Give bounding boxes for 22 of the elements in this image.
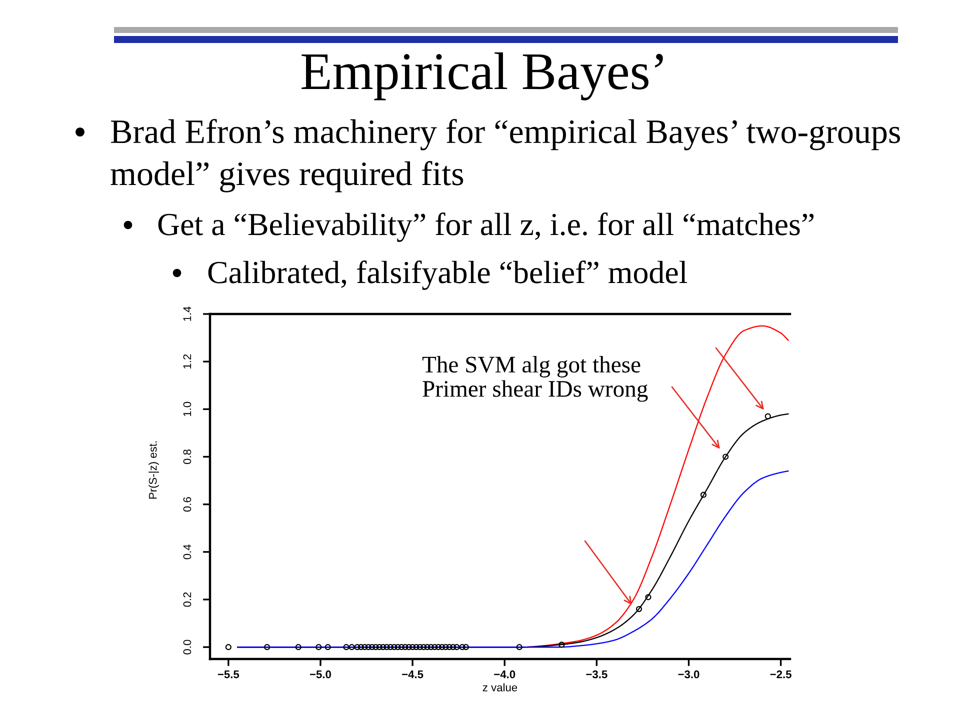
y-tick-label: 1.4 bbox=[183, 306, 192, 321]
x-axis-title: z value bbox=[482, 683, 518, 692]
x-tick-label: −4.5 bbox=[402, 670, 424, 678]
x-tick-label: −3.0 bbox=[678, 670, 700, 678]
y-tick-label: 0.8 bbox=[183, 450, 192, 464]
y-tick-label: 1.2 bbox=[183, 354, 192, 368]
x-tick-label: −4.0 bbox=[494, 670, 516, 678]
text: Brad Efron’s machinery for “empirical Bayes’ two-groups model” gives required fits bbox=[110, 118, 900, 192]
y-tick-label: 0.0 bbox=[183, 640, 192, 654]
x-tick-label: −2.5 bbox=[770, 670, 792, 678]
text: Calibrated, falsifyable “belief” model bbox=[208, 260, 688, 290]
annotation: The SVM alg got these Primer shear IDs wrong bbox=[422, 356, 648, 402]
y-tick-label: 0.2 bbox=[183, 592, 192, 607]
text: Get a “Believability” for all z, i.e. for all “matches” bbox=[158, 212, 814, 242]
chart-title: Empirical Bayes’ bbox=[302, 52, 663, 100]
x-tick-label: −3.5 bbox=[586, 670, 608, 678]
y-tick-label: 1.0 bbox=[183, 402, 192, 416]
y-axis-title: Pr(S-|z) est. bbox=[148, 441, 159, 499]
x-tick-label: −5.5 bbox=[218, 670, 240, 678]
y-tick-label: 0.4 bbox=[183, 544, 192, 560]
y-tick-label: 0.6 bbox=[183, 497, 192, 512]
x-tick-label: −5.0 bbox=[310, 670, 331, 678]
